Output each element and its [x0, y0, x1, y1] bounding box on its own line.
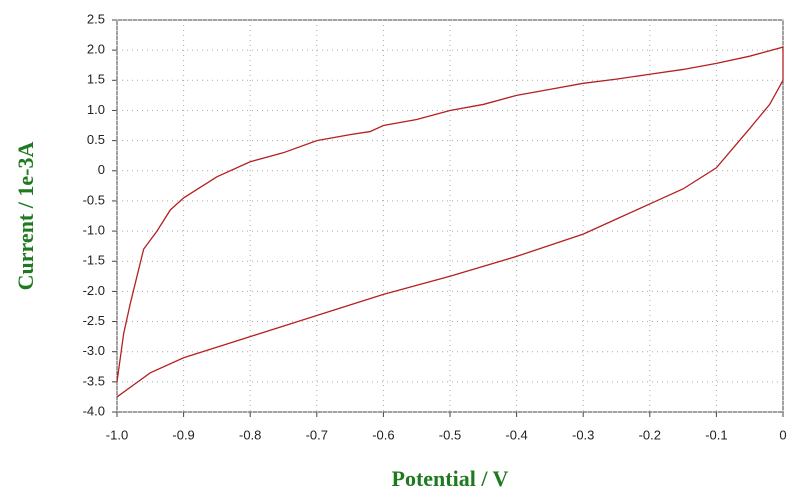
y-tick-label: -3.0	[83, 343, 105, 358]
x-tick-label: -0.8	[239, 427, 261, 442]
y-tick-label: -2.0	[83, 283, 105, 298]
y-tick-label: 0.5	[87, 132, 105, 147]
y-tick-label: 2.5	[87, 11, 105, 26]
data-line	[116, 46, 784, 398]
y-tick-label: -2.5	[83, 313, 105, 328]
x-tick-label: 0	[779, 427, 786, 442]
y-tick-label: -4.0	[83, 403, 105, 418]
y-tick-label: -0.5	[83, 192, 105, 207]
x-tick-label: -0.6	[372, 427, 394, 442]
x-tick-label: -0.9	[172, 427, 194, 442]
x-tick-label: -0.3	[572, 427, 594, 442]
y-tick-label: 1.5	[87, 72, 105, 87]
x-tick-label: -0.1	[705, 427, 727, 442]
y-tick-label: -3.5	[83, 373, 105, 388]
x-tick-label: -0.4	[505, 427, 527, 442]
x-tick-label: -0.5	[439, 427, 461, 442]
y-tick-label: 1.0	[87, 102, 105, 117]
y-tick-label: 2.0	[87, 42, 105, 57]
y-axis-title: Current / 1e-3A	[13, 142, 38, 291]
y-tick-label: -1.0	[83, 223, 105, 238]
y-tick-label: -1.5	[83, 253, 105, 268]
x-tick-label: -1.0	[106, 427, 128, 442]
x-tick-label: -0.2	[639, 427, 661, 442]
x-tick-label: -0.7	[306, 427, 328, 442]
x-axis-title: Potential / V	[392, 466, 509, 491]
y-tick-label: 0	[98, 162, 105, 177]
